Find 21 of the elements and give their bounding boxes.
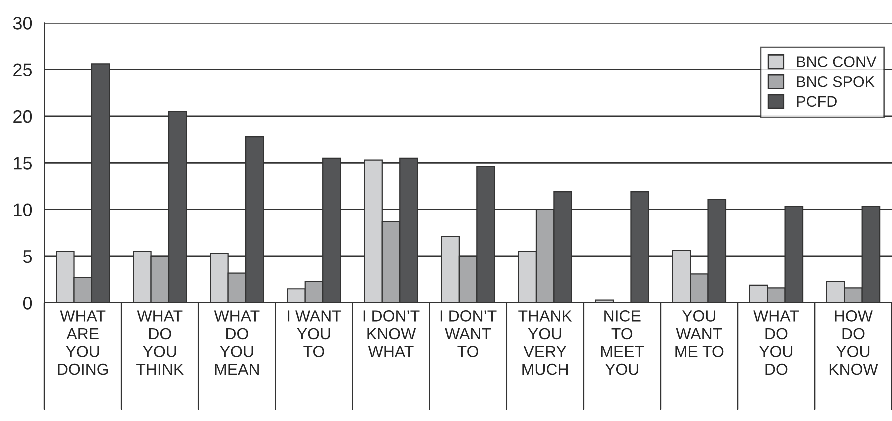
x-tick-label: WHAT ARE YOU DOING <box>58 310 108 376</box>
x-tick-label: YOU WANT ME TO <box>676 310 724 358</box>
y-tick-label: 20 <box>14 110 32 124</box>
x-tick-label: WHAT DO YOU MEAN <box>214 310 260 376</box>
x-tick-label: THANK YOU VERY MUCH <box>518 310 572 376</box>
y-tick-label: 0 <box>23 297 32 310</box>
x-tick-label: I WANT YOU TO <box>288 310 342 358</box>
y-tick-label: 30 <box>13 17 32 30</box>
x-tick-label: HOW DO YOU KNOW <box>830 310 878 376</box>
y-tick-label: 10 <box>14 204 32 217</box>
y-tick-label: 5 <box>23 250 32 264</box>
x-tick-label: NICE TO MEET YOU <box>602 310 644 376</box>
legend-label: BNC CONV <box>797 56 877 68</box>
x-tick-label: WHAT DO YOU DO <box>754 310 799 376</box>
legend-label: PCFD <box>797 96 837 108</box>
legend-label: BNC SPOK <box>797 76 875 88</box>
y-tick-label: 25 <box>14 64 32 77</box>
x-tick-label: I DON’T WANT TO <box>440 310 497 358</box>
x-tick-label: I DON’T KNOW WHAT <box>364 310 420 358</box>
y-tick-label: 15 <box>14 157 32 170</box>
x-tick-label: WHAT DO YOU THINK <box>136 310 184 376</box>
